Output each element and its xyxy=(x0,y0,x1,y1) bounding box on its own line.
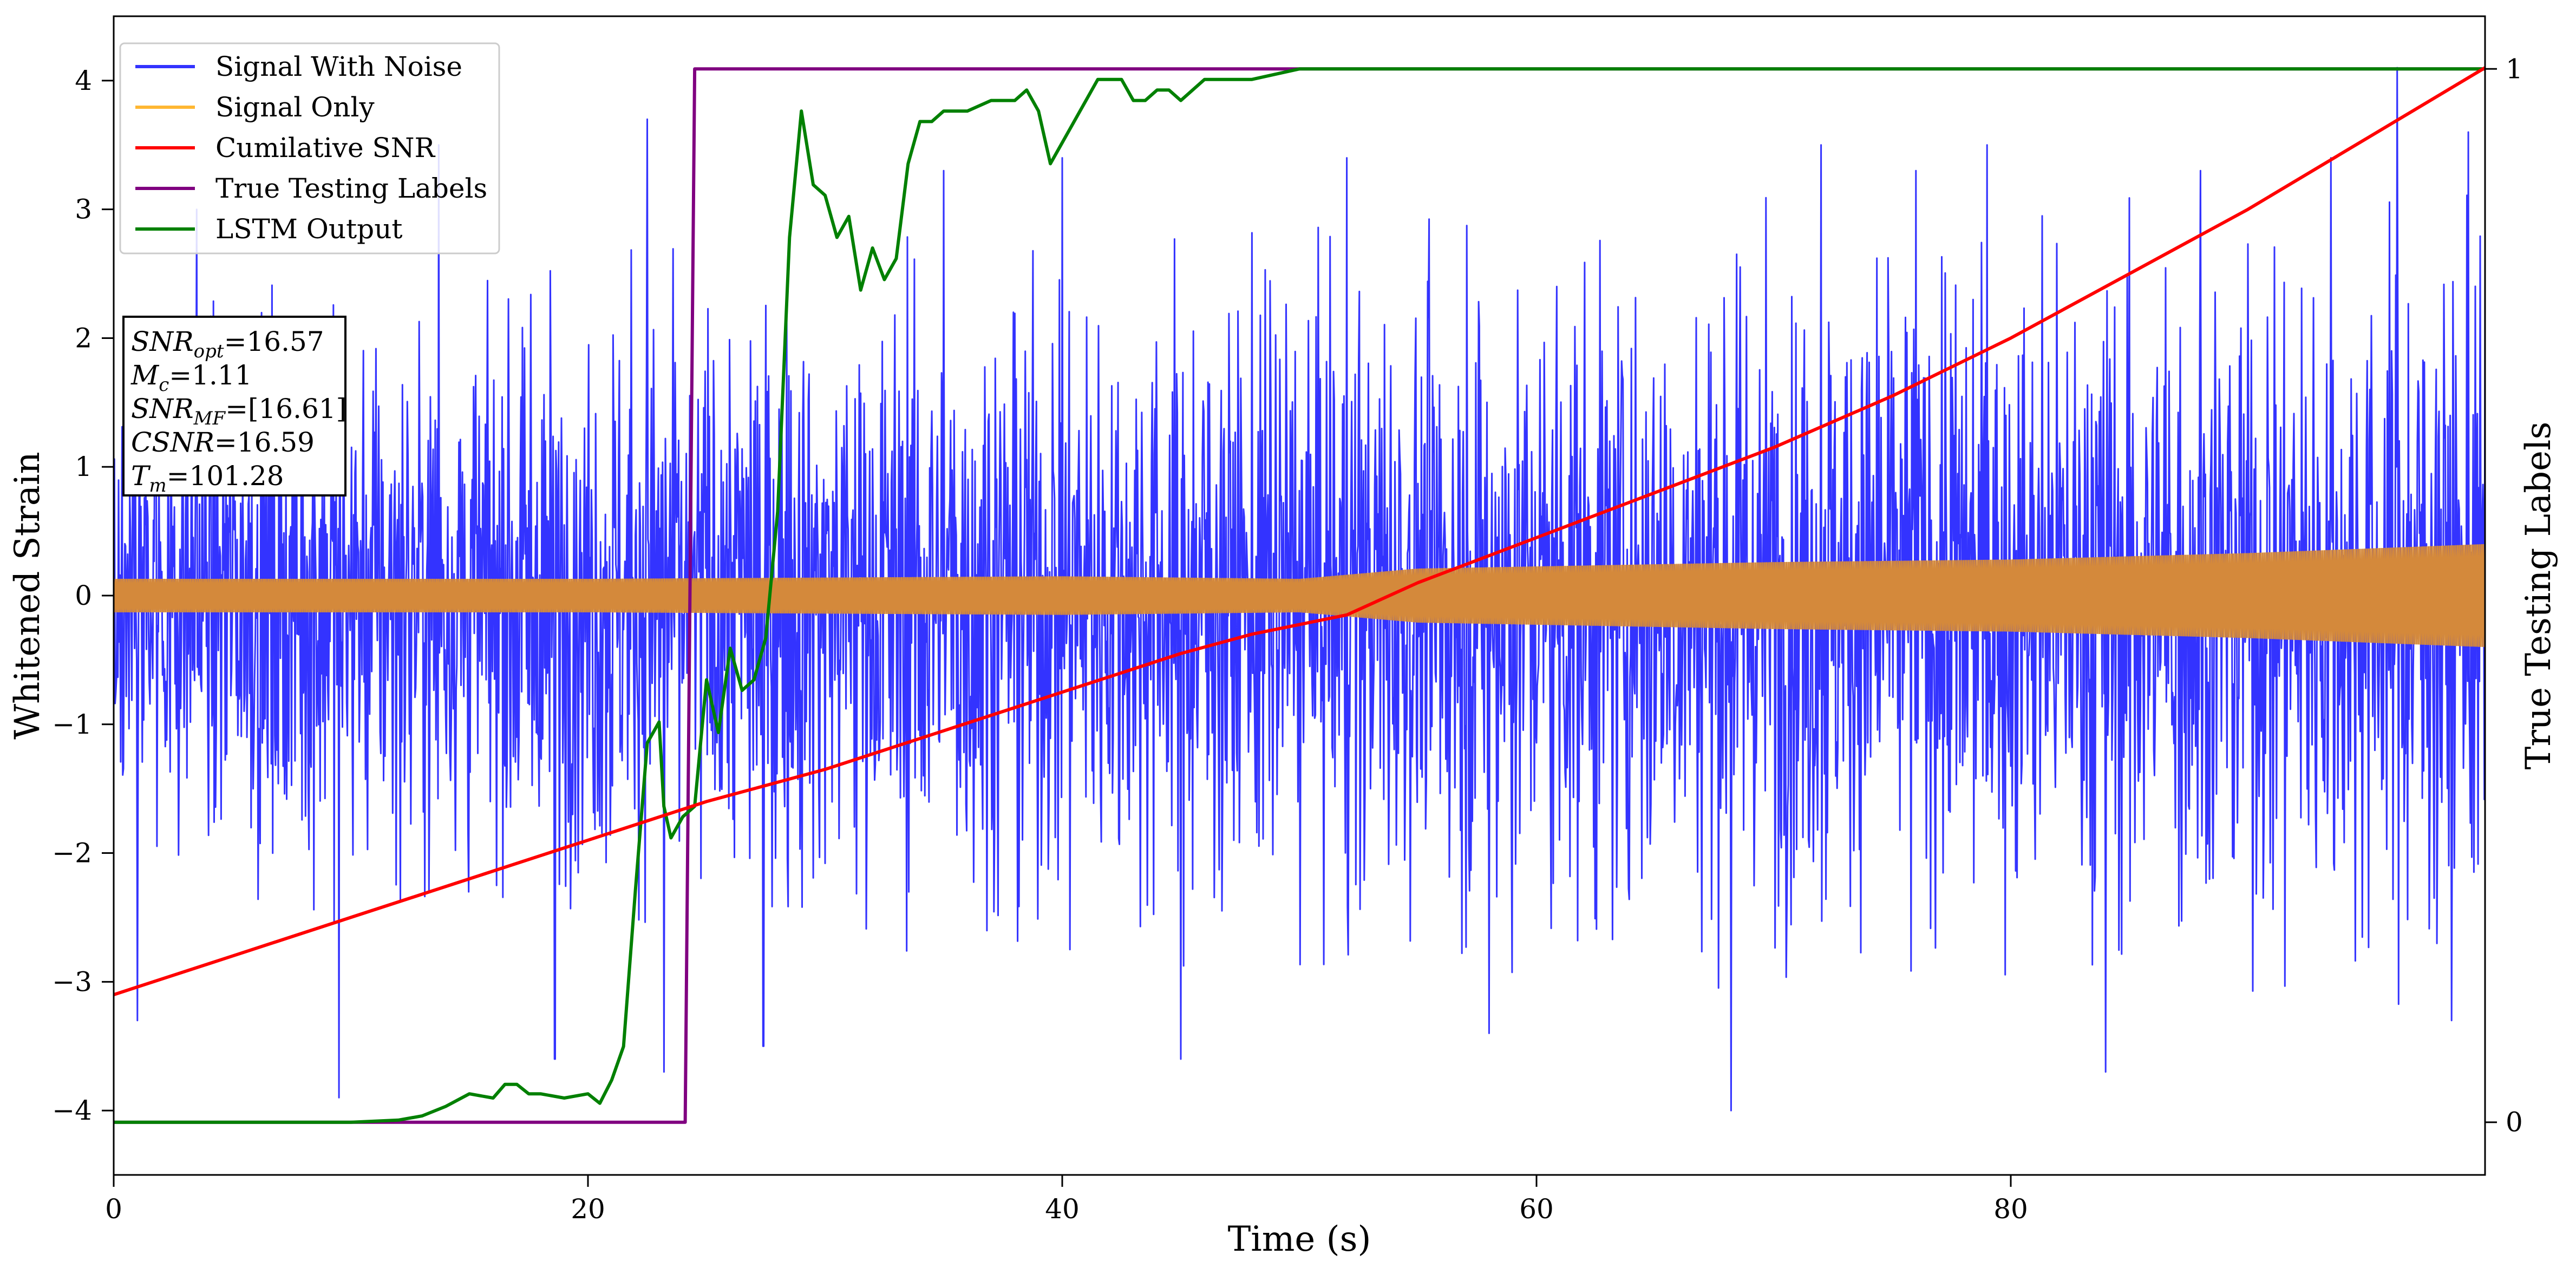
x-axis-label: Time (s) xyxy=(1228,1219,1371,1259)
y-tick-label: 0 xyxy=(75,580,92,611)
series-signal-only xyxy=(114,544,2485,648)
y-tick-label: 4 xyxy=(75,65,92,96)
legend-box xyxy=(119,42,500,254)
x-tick-label: 0 xyxy=(105,1193,122,1225)
y-tick-label: 1 xyxy=(75,451,92,482)
x-axis: 0 20 40 60 80 xyxy=(105,1175,2028,1225)
annotation-csnr: CSNR=16.59 xyxy=(131,427,315,458)
series-signal-with-noise xyxy=(114,67,2485,1112)
x-tick-label: 20 xyxy=(571,1193,605,1225)
x-tick-label: 40 xyxy=(1045,1193,1080,1225)
annotation-snr-mf: SNRMF=[16.61] xyxy=(131,393,346,429)
legend-label-true-testing-labels: True Testing Labels xyxy=(215,173,487,204)
cumilative-snr-line xyxy=(114,66,2485,996)
legend-label-signal-with-noise: Signal With Noise xyxy=(215,51,462,82)
series-lstm-output xyxy=(114,67,2485,1124)
y2-tick-label: 1 xyxy=(2506,53,2523,84)
noise-trace xyxy=(114,67,2485,1112)
lstm-output-line xyxy=(114,67,2485,1124)
y-tick-label: −1 xyxy=(52,709,92,740)
x-tick-label: 60 xyxy=(1519,1193,1554,1225)
annotation-mc: Mc=1.11 xyxy=(130,360,252,396)
signal-only-trace xyxy=(114,544,2485,648)
legend-label-cumilative-snr: Cumilative SNR xyxy=(215,132,435,164)
y-tick-label: 3 xyxy=(75,194,92,225)
x-tick-label: 80 xyxy=(1993,1193,2028,1225)
annotation-tm: Tm=101.28 xyxy=(131,460,284,496)
y-tick-label: −2 xyxy=(52,838,92,869)
y-axis-label: Whitened Strain xyxy=(8,452,48,739)
y-tick-label: −3 xyxy=(52,966,92,997)
y-axis-left: −4 −3 −2 −1 0 1 2 3 4 xyxy=(52,65,114,1126)
legend-label-lstm-output: LSTM Output xyxy=(215,213,402,245)
y-tick-label: 2 xyxy=(75,322,92,354)
parameter-annotation-frame xyxy=(122,316,346,496)
legend-label-signal-only: Signal Only xyxy=(215,92,375,123)
y-tick-label: −4 xyxy=(52,1095,92,1126)
y-axis-right: 01 xyxy=(2485,53,2523,1138)
legend: Signal With Noise Signal Only Cumilative… xyxy=(119,42,500,254)
annotation-snr-opt: SNRopt=16.57 xyxy=(131,326,324,362)
y-axis-label-right: True Testing Labels xyxy=(2519,422,2559,770)
series-cumilative-snr xyxy=(114,66,2485,996)
y2-tick-label: 0 xyxy=(2506,1107,2523,1138)
parameter-annotation-box: SNRopt=16.57 Mc=1.11 SNRMF=[16.61] CSNR=… xyxy=(122,316,346,496)
